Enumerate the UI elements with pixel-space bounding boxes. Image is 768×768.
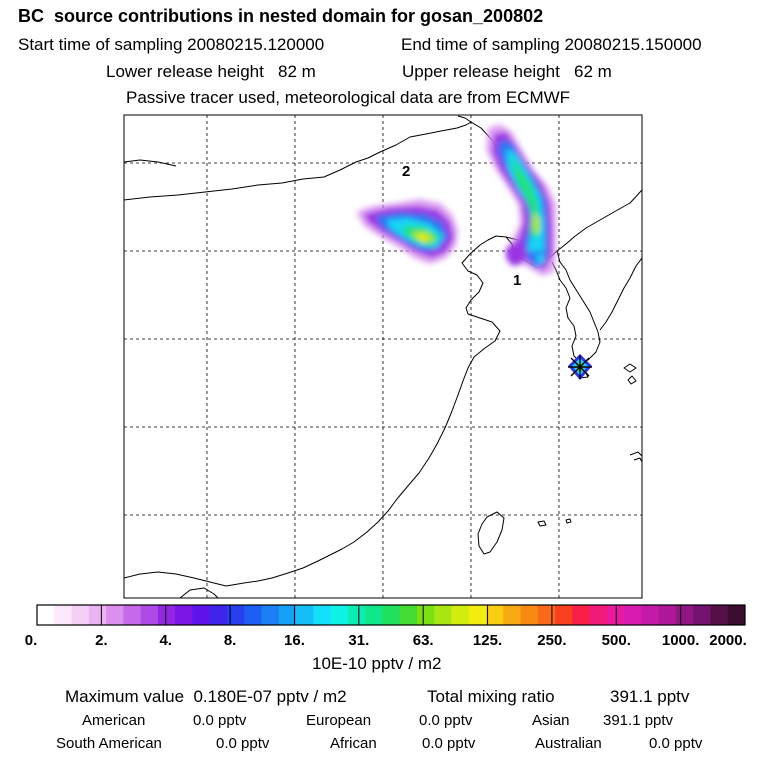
plume-region-2 bbox=[356, 199, 458, 264]
colorbar-cell bbox=[296, 605, 314, 625]
colorbar-cell bbox=[330, 605, 349, 625]
colorbar-cell bbox=[641, 605, 660, 625]
asian-value: 391.1 pptv bbox=[603, 712, 674, 729]
colorbar-cell bbox=[278, 605, 297, 625]
colorbar-cell bbox=[416, 605, 435, 625]
colorbar-tick-label: 63. bbox=[412, 632, 434, 649]
colorbar-cell bbox=[123, 605, 142, 625]
total-mixing-ratio-label: Total mixing ratio bbox=[427, 687, 555, 706]
tracer-note: Passive tracer used, meteorological data… bbox=[126, 88, 571, 107]
maximum-value: Maximum value 0.180E-07 pptv / m2 bbox=[65, 687, 347, 706]
colorbar-cell bbox=[606, 605, 625, 625]
colorbar-cell bbox=[106, 605, 124, 625]
colorbar-cell bbox=[226, 605, 245, 625]
colorbar-cell bbox=[175, 605, 193, 625]
map-gridlines bbox=[124, 115, 642, 598]
colorbar-cell bbox=[88, 605, 107, 625]
colorbar-cell bbox=[37, 605, 55, 625]
colorbar-cell bbox=[727, 605, 746, 625]
lower-release-height: Lower release height 82 m bbox=[106, 62, 316, 81]
colorbar-cell bbox=[140, 605, 159, 625]
australian-value: 0.0 pptv bbox=[649, 735, 703, 752]
colorbar-cell bbox=[157, 605, 176, 625]
colorbar-cell bbox=[434, 605, 452, 625]
colorbar-cell bbox=[658, 605, 677, 625]
receptor-star-marker bbox=[568, 354, 592, 380]
colorbar-cell bbox=[347, 605, 366, 625]
colorbar-tick-label: 2. bbox=[95, 632, 108, 649]
start-time: Start time of sampling 20080215.120000 bbox=[18, 35, 325, 54]
colorbar-tick-label: 16. bbox=[284, 632, 305, 649]
colorbar-cell bbox=[313, 605, 331, 625]
colorbar-cell bbox=[675, 605, 694, 625]
colorbar-cell bbox=[382, 605, 401, 625]
colorbar-cell bbox=[537, 605, 556, 625]
region-label-2: 2 bbox=[402, 163, 411, 180]
colorbar-cell bbox=[451, 605, 470, 625]
asian-label: Asian bbox=[532, 712, 570, 729]
colorbar-cell bbox=[71, 605, 90, 625]
colorbar-cell bbox=[192, 605, 211, 625]
colorbar-cell bbox=[365, 605, 383, 625]
australian-label: Australian bbox=[535, 735, 602, 752]
upper-release-height: Upper release height 62 m bbox=[402, 62, 612, 81]
south-american-label: South American bbox=[56, 735, 162, 752]
plot-title: BC source contributions in nested domain… bbox=[18, 6, 544, 26]
colorbar-cell bbox=[244, 605, 262, 625]
colorbar-units: 10E-10 pptv / m2 bbox=[312, 654, 442, 673]
total-mixing-ratio-value: 391.1 pptv bbox=[610, 687, 690, 706]
colorbar-cell bbox=[399, 605, 418, 625]
colorbar-cell bbox=[520, 605, 539, 625]
map-frame bbox=[123, 114, 643, 599]
colorbar-cell bbox=[209, 605, 228, 625]
european-value: 0.0 pptv bbox=[419, 712, 473, 729]
european-label: European bbox=[306, 712, 372, 729]
colorbar-cell bbox=[710, 605, 729, 625]
colorbar-tick-label: 125. bbox=[472, 632, 503, 649]
plume-region-1 bbox=[486, 124, 556, 276]
colorbar-cell bbox=[555, 605, 573, 625]
colorbar-cell bbox=[468, 605, 487, 625]
colorbar-tick-label: 500. bbox=[601, 632, 631, 649]
colorbar-tick-label: 0. bbox=[24, 632, 38, 649]
american-value: 0.0 pptv bbox=[193, 712, 247, 729]
colorbar-cell bbox=[693, 605, 711, 625]
colorbar-cell bbox=[261, 605, 280, 625]
colorbar-cell bbox=[572, 605, 590, 625]
colorbar-tick-label: 8. bbox=[223, 632, 237, 649]
african-label: African bbox=[330, 735, 377, 752]
colorbar-cell bbox=[624, 605, 642, 625]
colorbar-cell bbox=[485, 605, 504, 625]
colorbar-tick-label: 1000. bbox=[661, 632, 700, 649]
colorbar-tick-label: 4. bbox=[159, 632, 172, 649]
colorbar-cell bbox=[503, 605, 521, 625]
colorbar-tick-label: 31. bbox=[348, 632, 370, 649]
colorbar-cell bbox=[54, 605, 72, 625]
american-label: American bbox=[82, 712, 146, 729]
african-value: 0.0 pptv bbox=[422, 735, 476, 752]
end-time: End time of sampling 20080215.150000 bbox=[401, 35, 702, 54]
colorbar-cell bbox=[589, 605, 608, 625]
colorbar-tick-label: 250. bbox=[537, 632, 567, 649]
colorbar-tick-label: 2000. bbox=[709, 632, 747, 649]
region-label-1: 1 bbox=[513, 272, 522, 289]
south-american-value: 0.0 pptv bbox=[216, 735, 270, 752]
